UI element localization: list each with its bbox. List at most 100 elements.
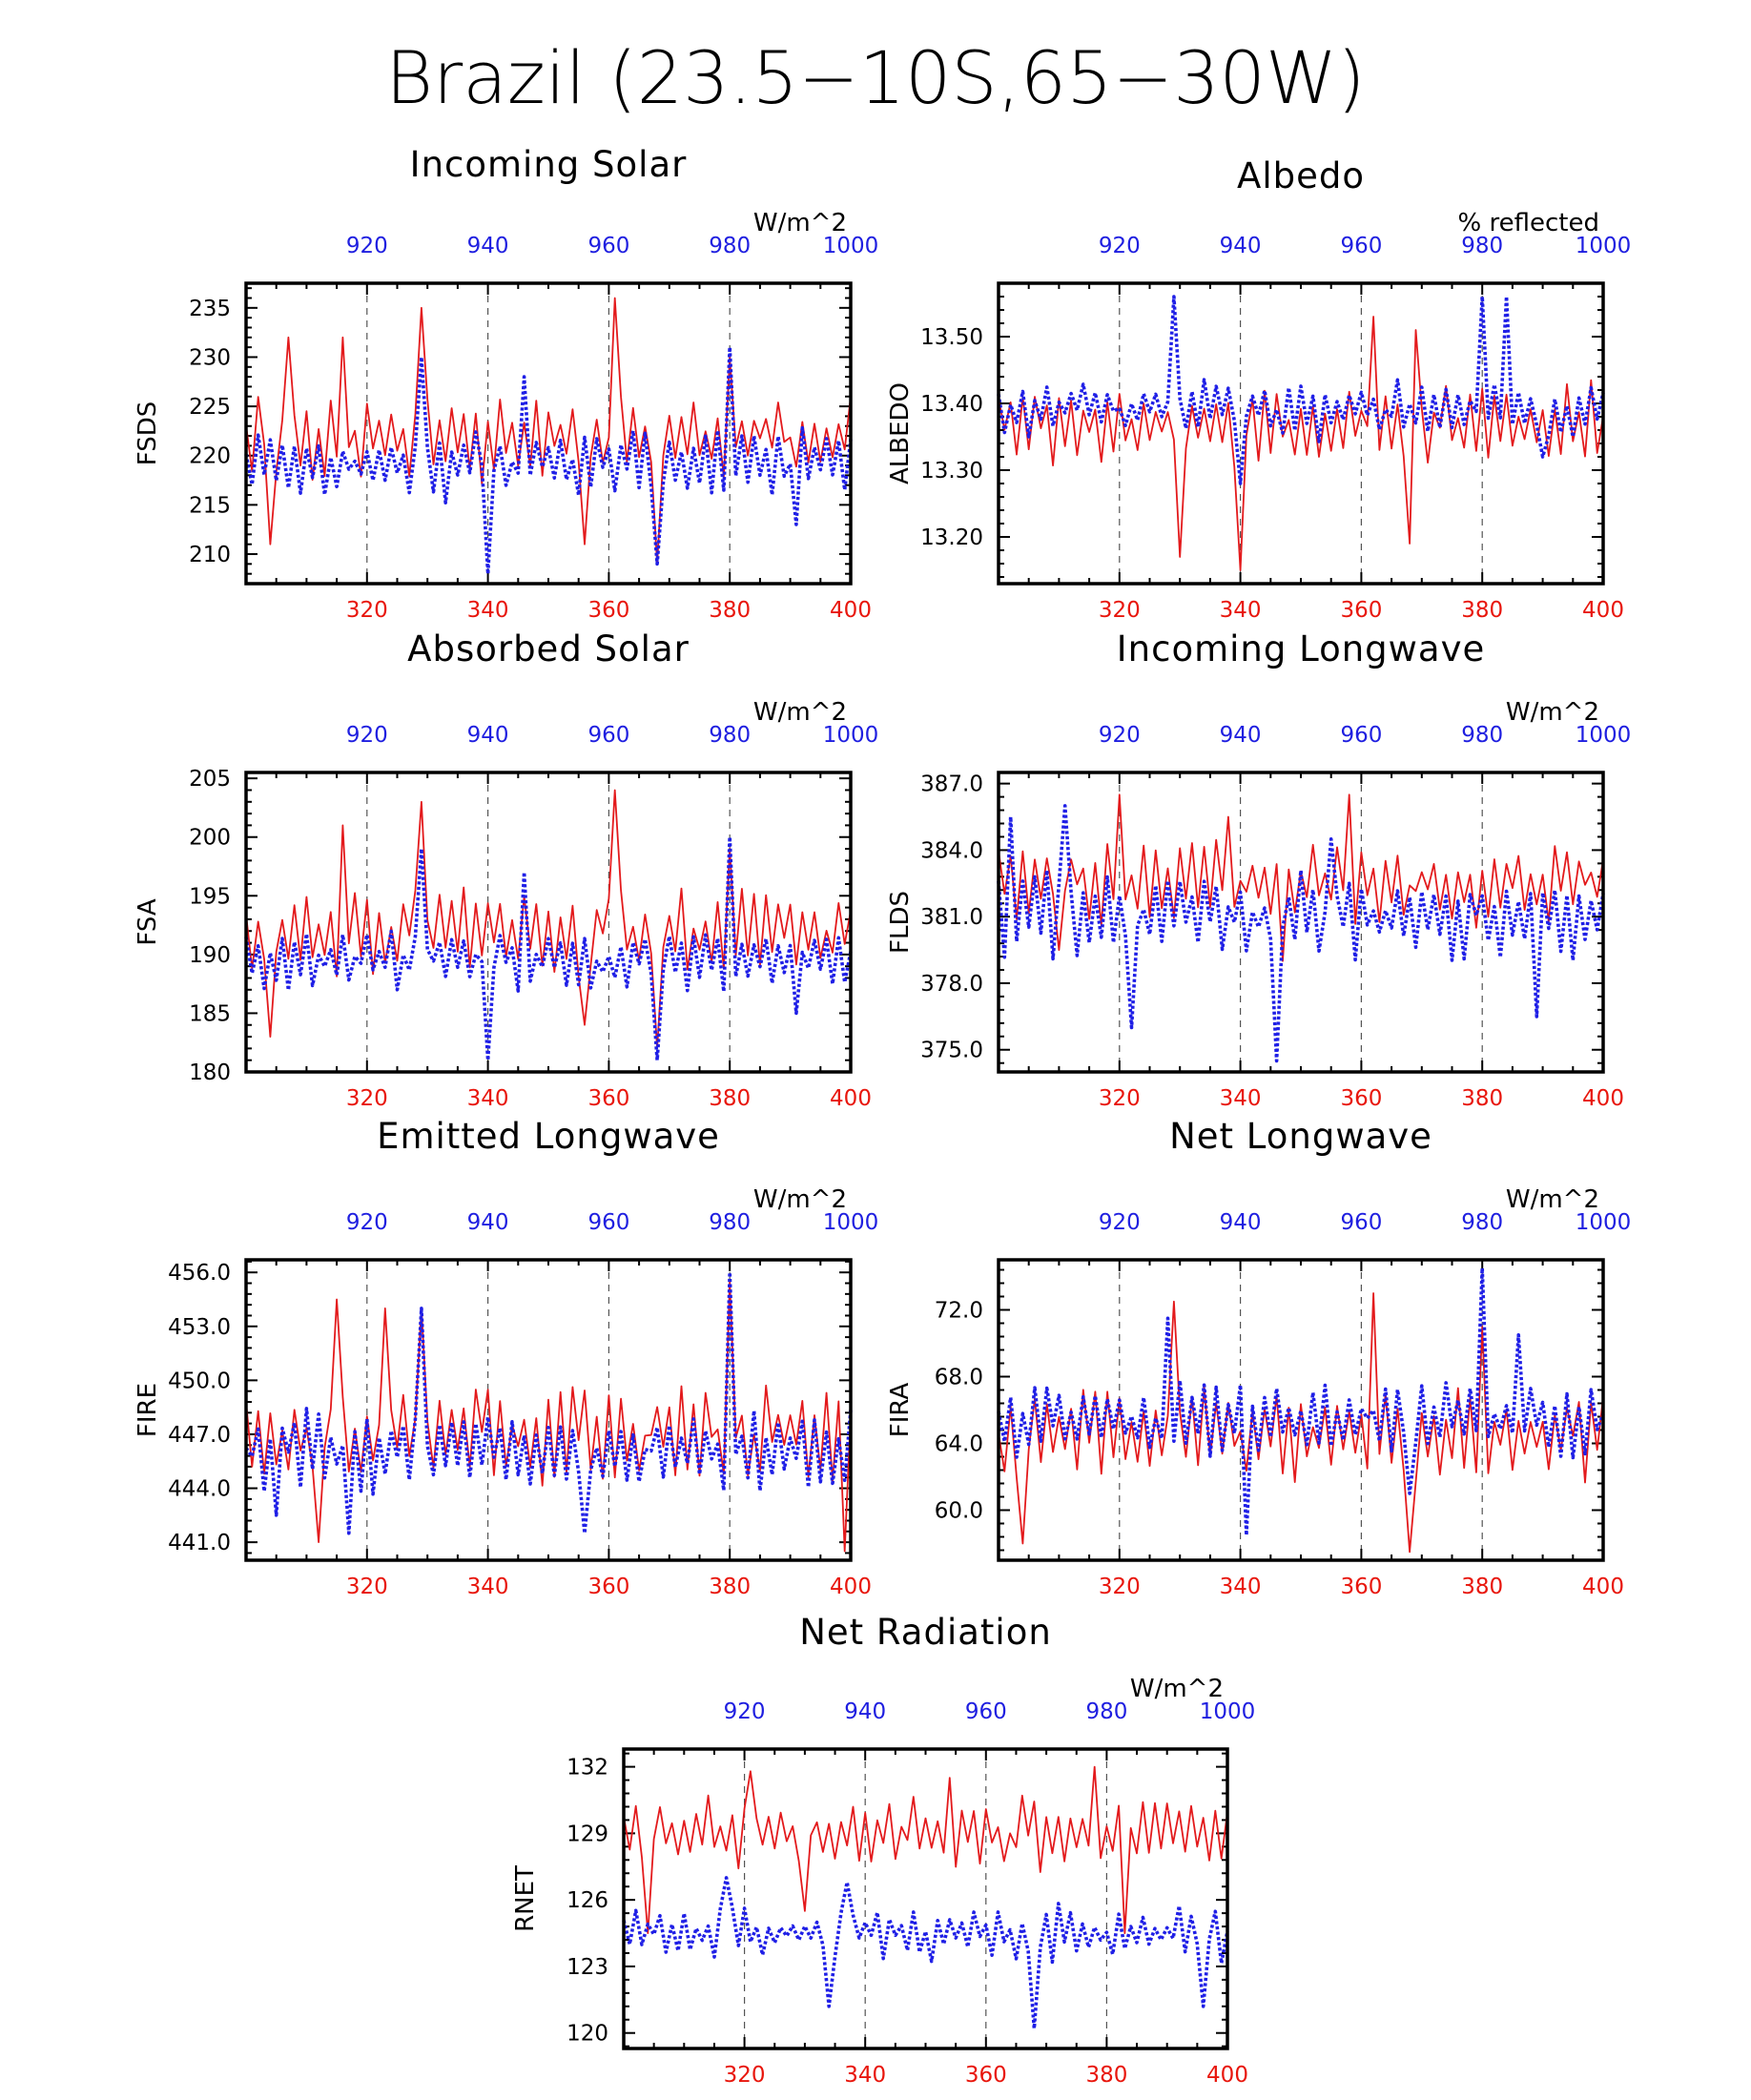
y-tick-label: 456.0 xyxy=(168,1261,231,1286)
x-top-tick-label: 1000 xyxy=(1576,234,1632,258)
y-tick-label: 387.0 xyxy=(920,772,983,797)
y-tick-label: 225 xyxy=(189,395,231,420)
x-bottom-tick-label: 380 xyxy=(1085,2063,1127,2088)
y-tick-label: 129 xyxy=(566,1822,608,1846)
x-top-tick-label: 940 xyxy=(1220,1210,1262,1235)
y-tick-label: 230 xyxy=(189,345,231,370)
x-bottom-tick-label: 380 xyxy=(709,598,751,623)
plot-frame xyxy=(997,771,1605,1074)
x-bottom-tick-label: 380 xyxy=(1461,1575,1503,1599)
panel-title: Net Radiation xyxy=(799,1612,1052,1653)
x-bottom-tick-label: 380 xyxy=(1461,598,1503,623)
plot-frame xyxy=(622,1747,1229,2050)
y-tick-label: 220 xyxy=(189,444,231,469)
x-bottom-tick-label: 320 xyxy=(346,1086,388,1111)
y-tick-label: 381.0 xyxy=(920,905,983,930)
units-label: % reflected xyxy=(1458,209,1599,237)
x-top-tick-label: 980 xyxy=(709,723,751,748)
x-bottom-tick-label: 400 xyxy=(830,1575,872,1599)
x-bottom-tick-label: 400 xyxy=(1582,598,1624,623)
x-top-tick-label: 1000 xyxy=(1576,1210,1632,1235)
x-top-tick-label: 960 xyxy=(587,234,629,258)
panel-title: Emitted Longwave xyxy=(377,1116,720,1157)
series-line-solid xyxy=(623,1765,1228,1934)
units-label: W/m^2 xyxy=(1506,698,1599,727)
x-top-tick-label: 980 xyxy=(1461,234,1503,258)
x-bottom-tick-label: 340 xyxy=(467,1086,509,1111)
panel-title: Incoming Longwave xyxy=(1117,628,1486,669)
units-label: W/m^2 xyxy=(753,209,847,237)
x-top-tick-label: 940 xyxy=(467,234,509,258)
x-top-tick-label: 920 xyxy=(1099,723,1141,748)
series-line-dotted xyxy=(244,1270,853,1535)
y-tick-label: 453.0 xyxy=(168,1315,231,1340)
x-bottom-tick-label: 340 xyxy=(467,598,509,623)
x-bottom-tick-label: 340 xyxy=(844,2063,886,2088)
x-top-tick-label: 1000 xyxy=(1200,1699,1256,1724)
x-bottom-tick-label: 400 xyxy=(1582,1575,1624,1599)
y-tick-label: 190 xyxy=(189,943,231,968)
x-top-tick-label: 960 xyxy=(587,1210,629,1235)
x-top-tick-label: 960 xyxy=(1340,1210,1382,1235)
x-bottom-tick-label: 320 xyxy=(346,598,388,623)
panel-albedo: Albedo % reflected ALBEDO 13.20 13.30 13.40 13… xyxy=(886,155,1631,623)
x-top-tick-label: 980 xyxy=(709,234,751,258)
y-tick-label: 200 xyxy=(189,826,231,851)
series-line-dotted xyxy=(997,804,1605,1063)
x-top-tick-label: 920 xyxy=(1099,234,1141,258)
panel-title: Albedo xyxy=(1237,155,1365,196)
panel-fsa: Absorbed Solar W/m^2 FSA 180 185 190 195 200 205… xyxy=(134,628,878,1111)
x-bottom-tick-label: 360 xyxy=(965,2063,1007,2088)
x-bottom-tick-label: 400 xyxy=(830,598,872,623)
x-bottom-tick-label: 320 xyxy=(724,2063,766,2088)
x-top-tick-label: 940 xyxy=(467,723,509,748)
y-tick-label: 441.0 xyxy=(168,1531,231,1555)
x-top-tick-label: 960 xyxy=(1340,234,1382,258)
x-top-tick-label: 960 xyxy=(965,1699,1007,1724)
panel-fire: Emitted Longwave W/m^2 FIRE 441.0 444.0 447.0… xyxy=(134,1116,878,1599)
x-bottom-tick-label: 400 xyxy=(1206,2063,1248,2088)
series-line-solid xyxy=(245,1280,852,1553)
x-bottom-tick-label: 340 xyxy=(467,1575,509,1599)
y-axis-label: FIRE xyxy=(134,1383,162,1437)
y-tick-label: 123 xyxy=(566,1955,608,1980)
y-tick-label: 215 xyxy=(189,493,231,518)
x-top-tick-label: 940 xyxy=(844,1699,886,1724)
x-top-tick-label: 940 xyxy=(467,1210,509,1235)
y-axis-label: FIRA xyxy=(886,1383,915,1438)
y-tick-label: 13.40 xyxy=(920,392,983,417)
units-label: W/m^2 xyxy=(753,698,847,727)
y-tick-label: 375.0 xyxy=(920,1039,983,1063)
x-top-tick-label: 980 xyxy=(1461,1210,1503,1235)
x-top-tick-label: 920 xyxy=(346,723,388,748)
x-top-tick-label: 1000 xyxy=(1576,723,1632,748)
series-line-dotted xyxy=(244,834,853,1062)
panel-fsds: Incoming Solar W/m^2 FSDS 210 215 220 225 230 23… xyxy=(134,144,878,623)
units-label: W/m^2 xyxy=(1506,1185,1599,1214)
y-axis-label: FSDS xyxy=(134,401,162,466)
y-axis-label: RNET xyxy=(511,1865,540,1932)
y-tick-label: 450.0 xyxy=(168,1369,231,1393)
plot-frame xyxy=(244,771,853,1074)
series-line-solid xyxy=(245,297,852,566)
x-bottom-tick-label: 320 xyxy=(1099,1086,1141,1111)
units-label: W/m^2 xyxy=(753,1185,847,1214)
plot-frame xyxy=(244,281,853,586)
x-top-tick-label: 920 xyxy=(724,1699,766,1724)
x-bottom-tick-label: 380 xyxy=(709,1086,751,1111)
x-bottom-tick-label: 360 xyxy=(587,598,629,623)
y-tick-label: 120 xyxy=(566,2022,608,2047)
figure-title: Brazil (23.5−10S,65−30W) xyxy=(385,35,1365,120)
x-top-tick-label: 1000 xyxy=(823,1210,879,1235)
series-line-dotted xyxy=(622,1876,1229,2030)
x-bottom-tick-label: 360 xyxy=(1340,598,1382,623)
x-bottom-tick-label: 400 xyxy=(1582,1086,1624,1111)
units-label: W/m^2 xyxy=(1130,1675,1224,1703)
x-top-tick-label: 940 xyxy=(1220,723,1262,748)
series-line-dotted xyxy=(244,345,853,576)
x-bottom-tick-label: 380 xyxy=(709,1575,751,1599)
y-tick-label: 180 xyxy=(189,1060,231,1085)
y-tick-label: 378.0 xyxy=(920,972,983,997)
y-tick-label: 13.20 xyxy=(920,525,983,550)
